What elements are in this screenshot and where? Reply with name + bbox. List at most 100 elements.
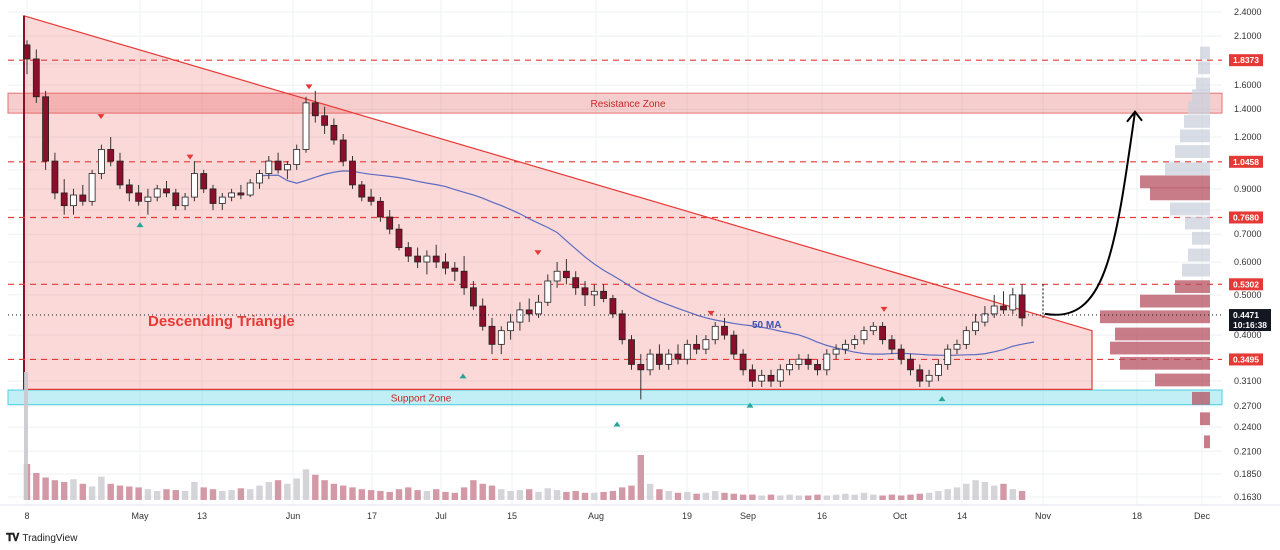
candle: [349, 155, 356, 189]
candle-body: [339, 139, 347, 162]
candle-body: [135, 192, 143, 202]
candle: [1009, 287, 1017, 314]
candle: [888, 335, 896, 355]
candle: [665, 349, 673, 370]
profile-bar: [1115, 327, 1210, 341]
candle-body: [246, 182, 254, 196]
candle: [386, 210, 394, 235]
candle-body: [293, 149, 301, 165]
candle: [144, 188, 152, 215]
volume-bar: [460, 487, 468, 500]
candle-body: [656, 353, 663, 365]
volume-bar: [144, 489, 152, 500]
volume-bar: [433, 489, 440, 500]
volume-bar: [321, 480, 328, 500]
volume-bar: [163, 489, 170, 500]
time-axis[interactable]: 8 May 13 Jun 17 Jul 15 Aug 19 Sep 16 Oct 14 Nov 18 Dec: [0, 504, 1280, 521]
candle: [776, 364, 784, 387]
profile-bar: [1188, 101, 1210, 115]
candle: [925, 369, 933, 387]
volume-bar: [181, 491, 189, 500]
candle-body: [776, 369, 784, 382]
volume-bar: [739, 494, 747, 500]
candle: [321, 106, 329, 135]
volume-bar: [749, 494, 756, 500]
candle-body: [590, 290, 598, 296]
candle-body: [163, 188, 170, 194]
candle-body: [916, 369, 924, 382]
candle: [711, 322, 719, 345]
candle-body: [600, 290, 607, 299]
candle: [767, 369, 775, 387]
candle: [228, 188, 236, 202]
candle-body: [321, 115, 329, 126]
candle-body: [125, 184, 133, 194]
candle: [590, 284, 598, 307]
candle: [535, 294, 542, 318]
pivot-high-marker: [305, 84, 313, 90]
candle: [209, 184, 217, 211]
volume-bar: [209, 489, 217, 500]
profile-bar: [1175, 145, 1210, 158]
volume-bar: [135, 487, 142, 500]
level-price-tag-text: 0.5302: [1233, 279, 1259, 289]
candle-body: [525, 309, 533, 315]
volume-bar: [107, 483, 114, 500]
candle: [944, 344, 952, 370]
volume-bar: [516, 490, 524, 500]
time-tick-label: 17: [367, 511, 377, 521]
volume-bar: [572, 491, 579, 500]
candle-body: [181, 196, 189, 207]
candle-body: [944, 348, 952, 365]
candle-body: [683, 343, 691, 360]
candle: [553, 261, 561, 288]
candle-body: [228, 192, 236, 198]
candle: [721, 317, 728, 340]
volume-bar: [98, 476, 105, 500]
candle: [283, 161, 291, 180]
candle-body: [535, 301, 542, 315]
candle-body: [879, 325, 886, 341]
volume-bar: [349, 487, 356, 500]
volume-bar: [228, 490, 235, 500]
candle-body: [739, 353, 747, 371]
candle: [302, 96, 310, 153]
candle: [256, 169, 263, 189]
price-tick-label: 0.4000: [1234, 330, 1262, 340]
candle-body: [618, 313, 626, 341]
candle: [469, 280, 477, 310]
volume-bar: [805, 495, 812, 500]
candle: [990, 294, 998, 318]
profile-bar: [1192, 391, 1210, 405]
candle-body: [107, 149, 115, 162]
volume-bar: [116, 485, 124, 500]
candle: [367, 188, 375, 206]
zones-layer: [7, 92, 1223, 406]
candle: [423, 250, 431, 275]
level-price-tag-text: 1.0458: [1233, 157, 1259, 167]
volume-bar: [786, 494, 793, 500]
candle-body: [497, 330, 505, 345]
candle: [804, 354, 812, 370]
volume-bar: [470, 480, 477, 500]
volume-bar: [591, 492, 598, 500]
volume-bar: [814, 494, 821, 500]
candle: [507, 313, 515, 340]
candle: [51, 152, 59, 200]
key-level-lines: [8, 59, 1222, 361]
candle: [125, 179, 133, 202]
volume-bar: [619, 487, 626, 500]
profile-bar: [1155, 373, 1210, 387]
volume-bar: [70, 479, 77, 500]
candle-body: [665, 353, 673, 365]
volume-bars: [23, 372, 1026, 500]
price-axis[interactable]: 2.40002.10001.80001.60001.40001.20001.00…: [1229, 7, 1271, 502]
candle-body: [283, 164, 291, 171]
candle-body: [563, 270, 570, 279]
volume-bar: [219, 491, 226, 500]
candle: [646, 349, 654, 376]
candle: [795, 354, 803, 370]
volume-bar: [684, 491, 691, 500]
candle: [181, 192, 189, 211]
